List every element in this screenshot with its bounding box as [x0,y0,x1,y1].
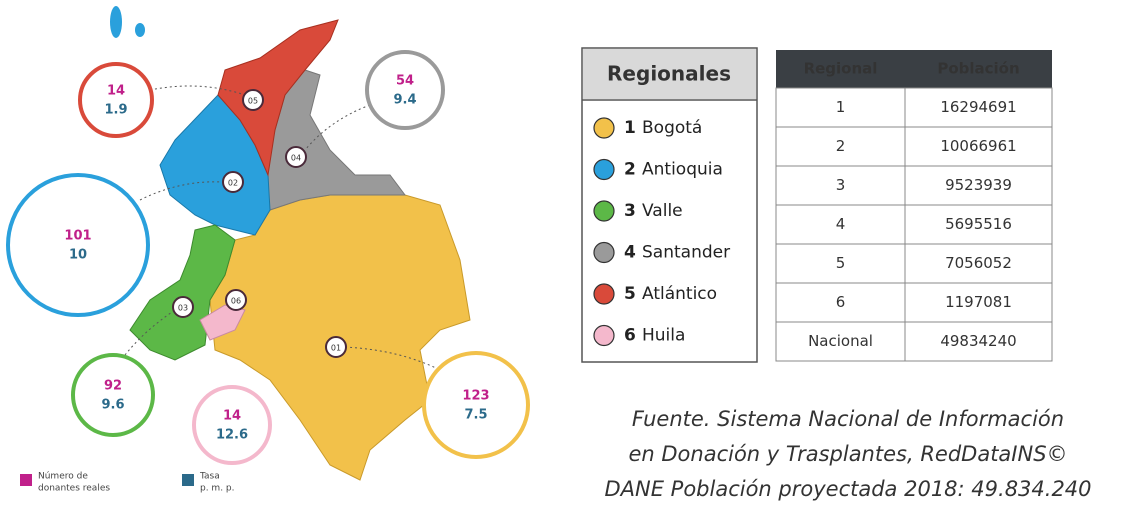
region-number: 5 [624,284,636,304]
table-row [775,87,1053,128]
donors-label: 14 [223,409,241,424]
region-name: Bogotá [642,118,702,138]
table-row [775,165,1053,206]
connector [124,309,176,356]
region-name: Atlántico [642,284,717,304]
rate-label: 9.4 [393,93,416,108]
marker-label: 04 [291,154,301,163]
region-valle [129,224,236,361]
table-cell: 5 [836,254,846,272]
legend-label: Tasa [199,472,220,482]
rate-label: 12.6 [216,428,248,443]
connector [149,85,246,96]
regions-title: Regionales [607,62,731,86]
table-cell: 10066961 [940,137,1016,155]
table-row [775,321,1053,362]
legend-label: p. m. p. [200,484,235,494]
marker-label: 05 [248,97,258,106]
source-line: en Donación y Trasplantes, RedDataINS© [628,442,1067,466]
marker [222,171,244,193]
region-swatch [593,200,615,222]
table-cell: 9523939 [945,176,1012,194]
region-swatch [593,241,615,264]
region-number: 1 [624,118,636,138]
donors-label: 14 [107,84,125,99]
region-circle [422,351,530,459]
table-header-bg [776,50,1052,88]
table-cell: 4 [836,215,846,233]
source-line: DANE Población proyectada 2018: 49.834.2… [604,477,1091,501]
region-circle [6,173,150,317]
region-name: Huila [642,326,685,346]
donors-label: 123 [462,389,489,404]
region-circle [192,385,272,465]
source-line: Fuente. Sistema Nacional de Información [632,407,1064,431]
island [135,23,145,37]
region-huila [199,304,246,341]
table-header: Regional [804,60,878,78]
region-number: 3 [624,201,636,221]
table-cell: 6 [836,293,846,311]
table-row [775,243,1053,284]
region-swatch [593,158,615,181]
rate-label: 7.5 [464,408,487,423]
table-cell: 2 [836,137,846,155]
region-number: 4 [624,243,636,263]
region-name: Santander [642,243,730,263]
region-circle [71,353,155,437]
region-circle [365,50,445,130]
legend-label: donantes reales [38,484,110,494]
marker-label: 02 [228,179,238,188]
table-row [775,126,1053,167]
region-name: Valle [642,201,683,221]
region-swatch [593,283,615,305]
connector [304,104,371,151]
table-cell: 16294691 [940,98,1016,116]
marker [172,296,194,318]
marker [225,289,247,311]
region-number: 6 [624,326,636,346]
connector [139,181,223,201]
table-cell: 49834240 [940,332,1016,350]
connectors [124,85,441,371]
donors-label: 54 [396,74,414,89]
legend-swatch [20,474,32,486]
rate-label: 9.6 [101,398,124,413]
marker [325,336,347,358]
table-cell: 5695516 [945,215,1012,233]
table-row [775,282,1053,323]
region-swatch [593,117,615,139]
donors-label: 92 [104,379,122,394]
marker-label: 06 [231,297,241,306]
region-number: 2 [624,160,636,180]
regions-header [583,49,756,99]
marker [242,89,264,111]
table-header: Población [937,60,1019,78]
marker [285,146,307,168]
marker-label: 01 [331,344,341,353]
donors-label: 101 [64,229,91,244]
rate-label: 1.9 [104,103,127,118]
table-cell: 1 [836,98,846,116]
table-cell: 7056052 [945,254,1012,272]
connector [344,346,441,371]
rate-label: 10 [69,248,87,263]
region-name: Antioquia [642,160,723,180]
island [110,6,122,38]
region-swatch [593,324,615,347]
legend-label: Número de [38,472,88,482]
table-cell: 3 [836,176,846,194]
region-circle [78,62,154,138]
marker-label: 03 [178,304,188,313]
legend-swatch [182,474,194,486]
table-cell: Nacional [808,332,873,350]
region-atlantico [217,19,339,177]
table-cell: 1197081 [945,293,1012,311]
